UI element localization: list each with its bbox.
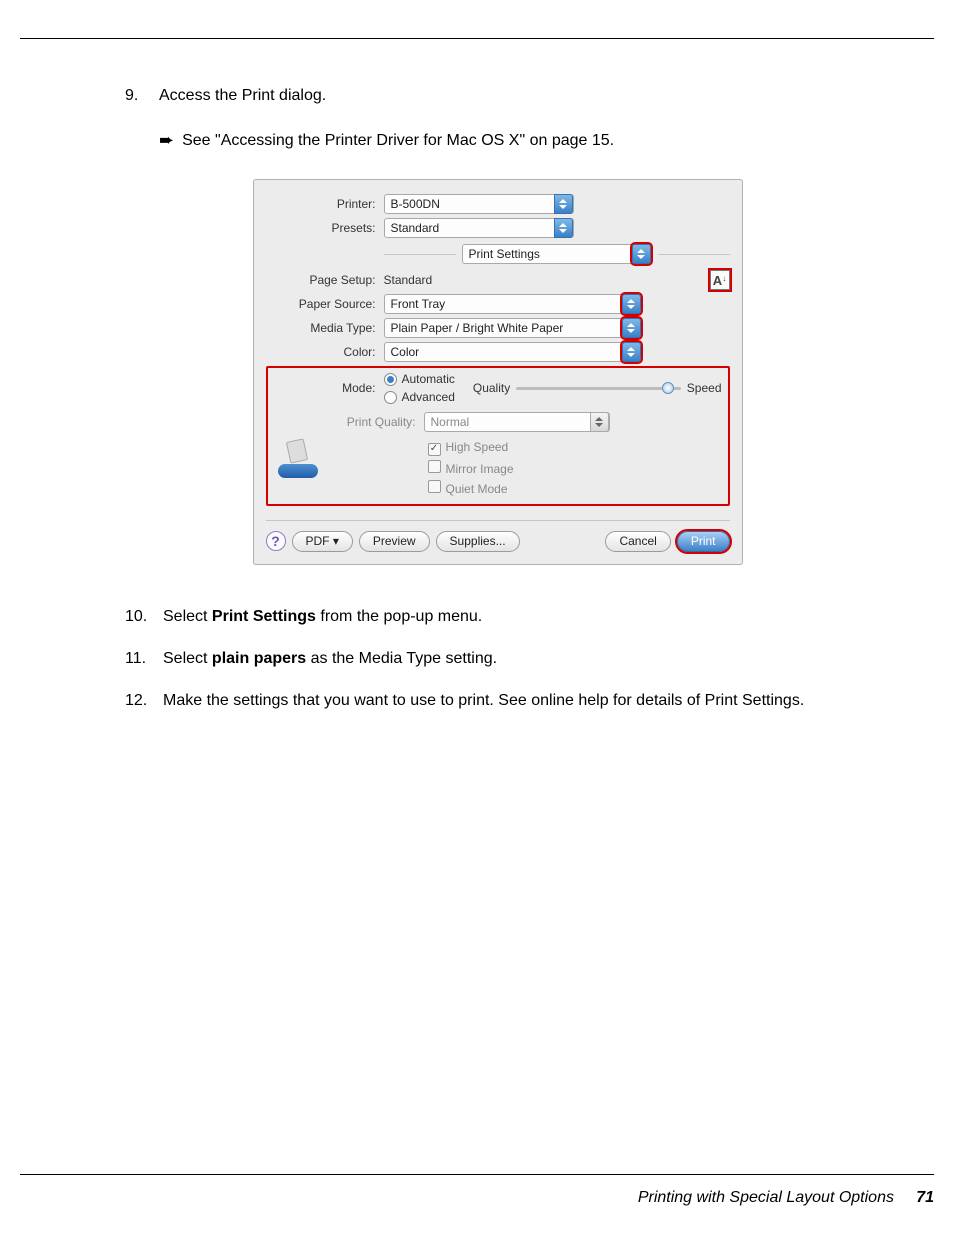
slider-quality-label: Quality bbox=[473, 381, 510, 395]
stepper-icon bbox=[632, 244, 651, 264]
printer-label: Printer: bbox=[266, 197, 384, 211]
panel-value: Print Settings bbox=[469, 247, 540, 261]
color-value: Color bbox=[391, 345, 420, 359]
step-10-pre: Select bbox=[163, 608, 212, 625]
paper-source-label: Paper Source: bbox=[266, 297, 384, 311]
help-button[interactable]: ? bbox=[266, 531, 286, 551]
mirror-image-label: Mirror Image bbox=[446, 462, 514, 476]
step-10-post: from the pop-up menu. bbox=[316, 608, 482, 625]
step-11-pre: Select bbox=[163, 650, 212, 667]
slider-thumb-icon[interactable] bbox=[662, 382, 674, 394]
quality-speed-slider[interactable] bbox=[516, 387, 681, 390]
presets-value: Standard bbox=[391, 221, 440, 235]
step-9-text: Access the Print dialog. bbox=[159, 84, 326, 108]
mode-advanced-radio[interactable] bbox=[384, 391, 397, 404]
step-9-num: 9. bbox=[125, 84, 149, 108]
step-12-num: 12. bbox=[125, 689, 153, 713]
mirror-image-checkbox[interactable] bbox=[428, 460, 441, 473]
supplies-button[interactable]: Supplies... bbox=[436, 531, 520, 552]
page-setup-label: Page Setup: bbox=[266, 273, 384, 287]
printer-value: B-500DN bbox=[391, 197, 440, 211]
page-setup-value: Standard bbox=[384, 273, 706, 287]
step-10-num: 10. bbox=[125, 605, 153, 629]
footer-section: Printing with Special Layout Options bbox=[638, 1189, 894, 1206]
print-dialog: Printer: B-500DN Presets: Standard Print… bbox=[253, 179, 743, 565]
step-11-num: 11. bbox=[125, 647, 153, 671]
epson-cartridge-icon bbox=[278, 436, 318, 478]
slider-speed-label: Speed bbox=[687, 381, 722, 395]
step-11-bold: plain papers bbox=[212, 650, 306, 667]
presets-label: Presets: bbox=[266, 221, 384, 235]
step-12-text: Make the settings that you want to use t… bbox=[163, 689, 804, 713]
step-10: 10. Select Print Settings from the pop-u… bbox=[125, 605, 870, 629]
mode-automatic-label: Automatic bbox=[402, 372, 455, 386]
stepper-icon bbox=[622, 318, 641, 338]
step-10-bold: Print Settings bbox=[212, 608, 316, 625]
mode-advanced-label: Advanced bbox=[402, 390, 455, 404]
print-quality-select[interactable]: Normal bbox=[424, 412, 610, 432]
mode-label: Mode: bbox=[274, 381, 384, 395]
high-speed-label: High Speed bbox=[446, 440, 509, 454]
step-11-post: as the Media Type setting. bbox=[306, 650, 497, 667]
paper-source-select[interactable]: Front Tray bbox=[384, 294, 642, 314]
stepper-icon bbox=[554, 218, 573, 238]
high-speed-checkbox[interactable] bbox=[428, 443, 441, 456]
print-quality-value: Normal bbox=[431, 415, 470, 429]
media-type-value: Plain Paper / Bright White Paper bbox=[391, 321, 564, 335]
cancel-button[interactable]: Cancel bbox=[605, 531, 670, 552]
media-type-label: Media Type: bbox=[266, 321, 384, 335]
paper-source-value: Front Tray bbox=[391, 297, 446, 311]
step-9: 9. Access the Print dialog. bbox=[125, 84, 870, 108]
print-quality-label: Print Quality: bbox=[334, 415, 424, 429]
printer-select[interactable]: B-500DN bbox=[384, 194, 574, 214]
step-12: 12. Make the settings that you want to u… bbox=[125, 689, 870, 713]
footer-page: 71 bbox=[916, 1189, 934, 1206]
xref-text: See "Accessing the Printer Driver for Ma… bbox=[182, 132, 614, 150]
presets-select[interactable]: Standard bbox=[384, 218, 574, 238]
arrow-right-icon: ➨ bbox=[159, 130, 174, 151]
mode-automatic-radio[interactable] bbox=[384, 373, 397, 386]
media-type-select[interactable]: Plain Paper / Bright White Paper bbox=[384, 318, 642, 338]
stepper-icon bbox=[622, 294, 641, 314]
color-label: Color: bbox=[266, 345, 384, 359]
page-footer: Printing with Special Layout Options 71 bbox=[20, 1174, 934, 1207]
stepper-icon bbox=[590, 412, 609, 432]
pdf-button[interactable]: PDF ▾ bbox=[292, 531, 353, 552]
mode-highlight-box: Mode: Automatic Advanced Quality bbox=[266, 366, 730, 506]
step-11: 11. Select plain papers as the Media Typ… bbox=[125, 647, 870, 671]
stepper-icon bbox=[554, 194, 573, 214]
stepper-icon bbox=[622, 342, 641, 362]
print-button[interactable]: Print bbox=[677, 531, 730, 552]
panel-select[interactable]: Print Settings bbox=[462, 244, 652, 264]
color-select[interactable]: Color bbox=[384, 342, 642, 362]
step-9-xref: ➨ See "Accessing the Printer Driver for … bbox=[159, 130, 870, 151]
quiet-mode-checkbox[interactable] bbox=[428, 480, 441, 493]
quiet-mode-label: Quiet Mode bbox=[446, 482, 508, 496]
orientation-icon[interactable]: A↓ bbox=[710, 270, 730, 290]
preview-button[interactable]: Preview bbox=[359, 531, 430, 552]
